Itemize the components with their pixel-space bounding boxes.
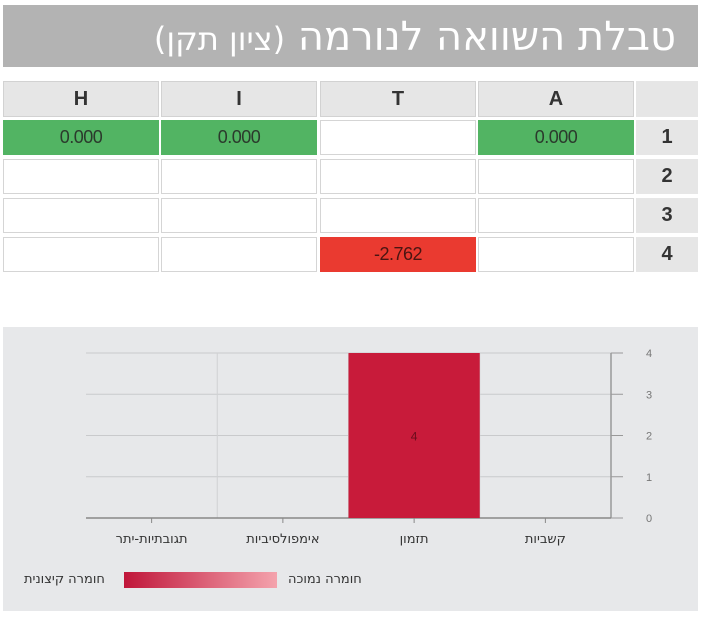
column-header-t: T [320,81,476,117]
bar-chart: 0 1 2 3 4 קשביות תזמון 4 אימפולסיביות תגובתיות-ית… [86,348,652,547]
cell-h-3[interactable] [3,198,159,233]
cell-i-2[interactable] [161,159,317,194]
chart-panel: 0 1 2 3 4 קשביות תזמון 4 אימפולסיביות תגובתיות-ית… [3,327,698,611]
row-label-1: 1 [636,120,698,155]
cell-i-3[interactable] [161,198,317,233]
x-tick-label-2: אימפולסיביות [246,532,319,547]
cell-t-4[interactable]: -2.762 [320,237,476,272]
cell-a-3[interactable] [478,198,634,233]
page-title-main: טבלת השוואה לנורמה [297,14,676,60]
cell-h-1[interactable]: 0.000 [3,120,159,155]
cell-a-1[interactable]: 0.000 [478,120,634,155]
legend-left-label: חומרה קיצונית [24,572,105,587]
x-tick-label-3: תגובתיות-יתר [116,532,188,547]
row-label-4: 4 [636,237,698,272]
page-title-sub: (ציון תקן) [153,20,286,58]
cell-t-3[interactable] [320,198,476,233]
y-tick-label-4: 4 [646,348,652,360]
bar-1 [348,353,480,518]
x-tick-label-1: תזמון [400,532,429,547]
y-tick-label-1: 1 [646,472,652,484]
page-title: טבלת השוואה לנורמה (ציון תקן) [154,9,676,67]
legend-right-label: חומרה נמוכה [288,572,362,587]
cell-a-4[interactable] [478,237,634,272]
row-label-2: 2 [636,159,698,194]
table-corner [636,81,698,117]
cell-a-2[interactable] [478,159,634,194]
y-tick-label-3: 3 [646,389,652,401]
row-label-3: 3 [636,198,698,233]
column-header-a: A [478,81,634,117]
y-tick-label-2: 2 [646,431,652,443]
x-tick-label-0: קשביות [525,532,566,547]
cell-i-4[interactable] [161,237,317,272]
cell-i-1[interactable]: 0.000 [161,120,317,155]
title-bar: טבלת השוואה לנורמה (ציון תקן) [3,5,698,67]
column-header-i: I [161,81,317,117]
cell-t-2[interactable] [320,159,476,194]
legend-gradient-bar [124,572,277,588]
y-tick-label-0: 0 [646,513,652,525]
cell-t-1[interactable] [320,120,476,155]
column-header-h: H [3,81,159,117]
data-label-1: 4 [411,430,418,444]
cell-h-2[interactable] [3,159,159,194]
cell-h-4[interactable] [3,237,159,272]
